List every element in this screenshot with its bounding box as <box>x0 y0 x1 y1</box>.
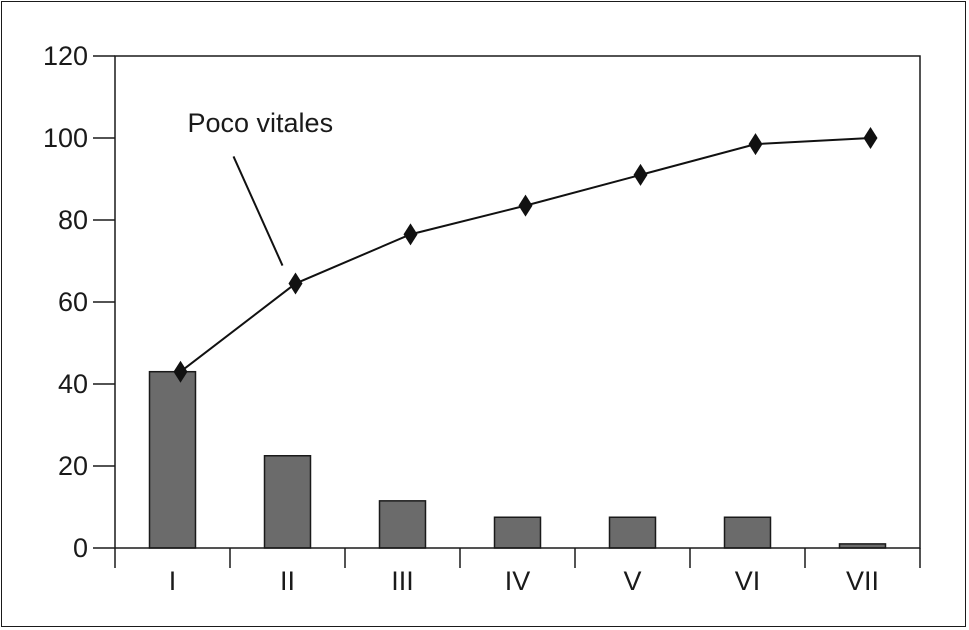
annotation-leader-line <box>232 156 284 266</box>
x-ticks <box>114 548 921 568</box>
y-tick-label: 100 <box>43 123 88 153</box>
y-tick-label: 80 <box>58 205 88 235</box>
x-tick-label-II: II <box>280 566 295 596</box>
y-tick-labels: 0 20 40 60 80 100 120 <box>43 41 88 563</box>
bar-III <box>378 500 427 549</box>
plot-area-border <box>114 55 921 549</box>
x-tick-label-V: V <box>623 566 641 596</box>
marker-II <box>288 272 303 295</box>
y-tick-label: 40 <box>58 369 88 399</box>
marker-I <box>173 360 188 383</box>
marker-IV <box>518 194 533 217</box>
marker-III <box>403 223 418 246</box>
y-tick-label: 0 <box>73 533 88 563</box>
cumulative-markers <box>173 127 878 383</box>
bar-II <box>263 455 312 549</box>
x-tick-label-I: I <box>169 566 177 596</box>
x-tick-label-III: III <box>391 566 414 596</box>
y-tick-label: 20 <box>58 451 88 481</box>
bar-I <box>148 370 197 549</box>
annotation-label: Poco vitales <box>188 108 334 138</box>
x-tick-labels: I II III IV V VI VII <box>169 566 879 596</box>
x-tick-label-VII: VII <box>846 566 879 596</box>
marker-V <box>633 163 648 186</box>
bar-V <box>608 516 657 549</box>
marker-VI <box>748 133 763 156</box>
marker-VII <box>863 127 878 149</box>
y-tick-label: 60 <box>58 287 88 317</box>
y-tick-label: 120 <box>43 41 88 71</box>
cumulative-line <box>179 137 871 373</box>
x-tick-label-IV: IV <box>505 566 531 596</box>
x-tick-label-VI: VI <box>735 566 761 596</box>
bars <box>148 370 887 549</box>
bar-VI <box>723 516 772 549</box>
bar-IV <box>493 516 542 549</box>
y-ticks <box>93 55 115 549</box>
